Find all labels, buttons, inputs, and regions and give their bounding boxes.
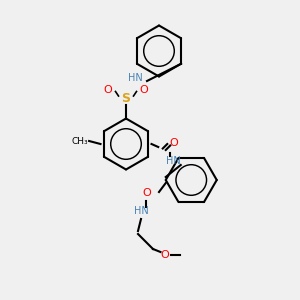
Text: O: O [103, 85, 112, 95]
Text: O: O [160, 250, 169, 260]
Text: HN: HN [134, 206, 148, 217]
Text: S: S [122, 92, 130, 106]
Text: HN: HN [128, 73, 142, 83]
Text: O: O [169, 137, 178, 148]
Text: O: O [142, 188, 152, 199]
Text: HN: HN [166, 155, 181, 166]
Text: CH₃: CH₃ [72, 136, 88, 146]
Text: O: O [140, 85, 148, 95]
